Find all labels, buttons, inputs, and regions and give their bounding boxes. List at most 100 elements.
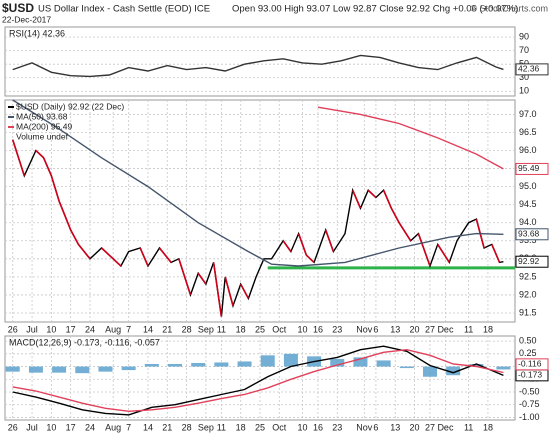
down-segment [351, 189, 362, 209]
down-segment [282, 240, 292, 253]
panel-title: MACD(12,26,9) -0.173, -0.116, -0.057 [9, 337, 160, 347]
down-segment [324, 229, 335, 252]
value-box [515, 255, 549, 268]
quote: Open 93.00 High 93.07 Low 92.87 Close 92… [232, 4, 518, 15]
x-tick-label: 25 [255, 422, 265, 432]
x-tick-label: 10 [297, 324, 307, 334]
down-segment [491, 244, 501, 263]
y-tick-label: 94.0 [519, 217, 537, 227]
series-line [12, 99, 504, 267]
x-tick-label: 13 [390, 324, 400, 334]
x-tick-label: Dec [437, 324, 454, 334]
value-box [515, 228, 549, 241]
y-tick-label: 94.5 [519, 199, 537, 209]
histogram-bar [423, 366, 437, 377]
value-box-label: 93.68 [518, 229, 540, 239]
down-segment [305, 254, 315, 264]
down-segment [224, 276, 234, 306]
x-tick-label: 27 [425, 324, 435, 334]
series-line [12, 345, 504, 416]
y-tick-label: 0.50 [519, 335, 537, 345]
histogram-bar [283, 353, 298, 367]
x-tick-label: Jul [26, 422, 38, 432]
value-box-label: -0.116 [518, 359, 542, 369]
x-tick-label: 20 [410, 422, 420, 432]
down-segment [108, 254, 122, 267]
down-segment [50, 175, 60, 202]
down-segment [58, 200, 72, 231]
value-box-label: 95.49 [518, 163, 540, 173]
down-segment [101, 247, 110, 256]
x-tick-label: Nov [356, 324, 373, 334]
down-segment [197, 272, 207, 285]
x-tick-label: 18 [236, 422, 246, 432]
y-tick-label: 96.0 [519, 145, 537, 155]
value-box-label: 92.92 [518, 256, 540, 266]
histogram-bar [5, 366, 20, 372]
x-tick-label: 23 [332, 324, 342, 334]
x-tick-label: 20 [410, 324, 420, 334]
y-tick-label: -1.00 [519, 412, 540, 422]
down-segment [77, 243, 91, 260]
down-segment [239, 283, 250, 299]
x-tick-label: 16 [313, 422, 323, 432]
x-tick-label: 24 [85, 422, 95, 432]
x-tick-label: 18 [483, 422, 493, 432]
x-tick-label: 17 [66, 422, 76, 432]
legend-label: MA(200) 95.49 [16, 121, 72, 131]
series-line [12, 54, 504, 78]
x-tick-label: 11 [464, 324, 473, 334]
down-segment [158, 247, 172, 263]
x-tick-label: 17 [66, 324, 76, 334]
histogram-bar [191, 362, 206, 367]
histogram-bar [98, 366, 113, 372]
x-tick-label: Aug [105, 422, 121, 432]
y-tick-label: 95.0 [519, 181, 537, 191]
histogram-bar [214, 362, 229, 367]
y-tick-label: 96.5 [519, 127, 537, 137]
x-tick-label: 7 [126, 324, 131, 334]
x-tick-label: 6 [373, 422, 378, 432]
histogram-bar [353, 357, 368, 367]
x-tick-label: 11 [464, 422, 473, 432]
y-tick-label: 0.25 [519, 348, 537, 358]
value-box-label: 42.36 [518, 64, 540, 74]
x-tick-label: Dec [437, 422, 454, 432]
value-box [515, 63, 549, 76]
down-segment [139, 247, 149, 267]
x-tick-label: 27 [425, 422, 435, 432]
down-segment [398, 222, 412, 242]
x-tick-label: Oct [272, 422, 287, 432]
down-segment [367, 189, 377, 199]
histogram-bar [496, 366, 511, 370]
legend-label: Volume undef [16, 131, 69, 141]
down-segment [35, 149, 45, 159]
histogram-bar [28, 366, 43, 373]
series-line [12, 348, 504, 413]
y-tick-label: 30 [519, 72, 529, 82]
x-tick-label: 13 [390, 422, 400, 432]
histogram-bar [52, 366, 67, 373]
series-line [317, 106, 504, 170]
x-tick-label: 26 [8, 422, 18, 432]
histogram-bar [330, 358, 345, 367]
panel-title: RSI(14) 42.36 [9, 28, 65, 38]
value-box [515, 162, 549, 175]
x-tick-label: Sep [198, 324, 214, 334]
histogram-bar [399, 366, 414, 369]
histogram-bar [121, 366, 136, 371]
x-tick-label: 7 [126, 422, 131, 432]
x-tick-label: 28 [182, 422, 192, 432]
value-box-label: -0.173 [518, 370, 542, 380]
x-tick-label: Oct [272, 324, 287, 334]
down-segment [178, 258, 192, 296]
symbol: $USD [2, 1, 34, 15]
x-tick-label: 25 [255, 324, 265, 334]
histogram-bar [75, 366, 90, 374]
x-tick-label: 28 [182, 324, 192, 334]
x-tick-label: 21 [162, 324, 172, 334]
y-tick-label: -0.50 [519, 386, 540, 396]
histogram-bar [260, 355, 275, 367]
x-tick-label: 16 [313, 324, 323, 334]
x-tick-label: 14 [143, 324, 153, 334]
